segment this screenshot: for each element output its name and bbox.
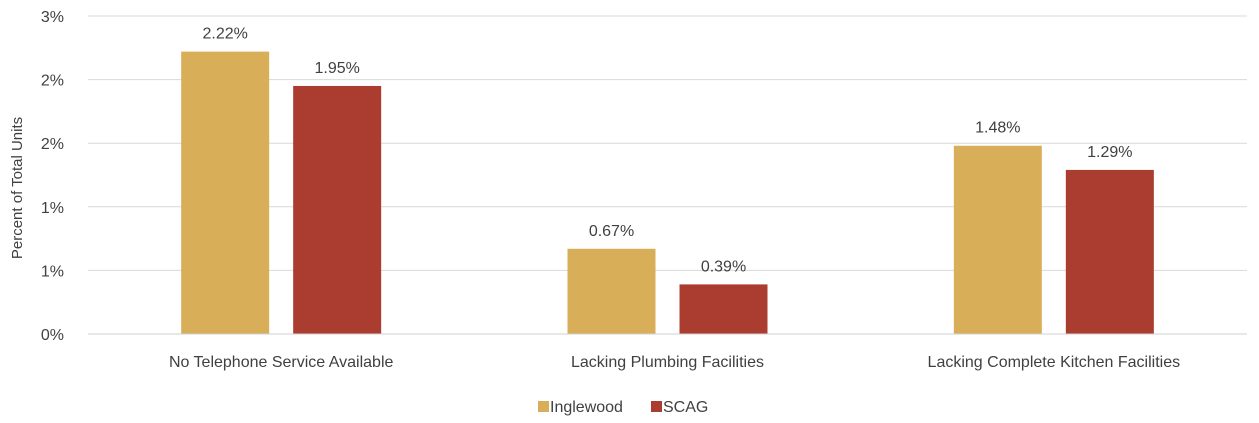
data-label: 1.29%	[1087, 144, 1132, 161]
bar	[567, 248, 656, 334]
y-tick-label: 2%	[41, 73, 64, 90]
data-label: 1.48%	[975, 120, 1020, 137]
legend-label: SCAG	[663, 399, 708, 416]
data-label: 0.39%	[701, 258, 746, 275]
gridlines	[88, 15, 1247, 271]
bar-series: 2.22% 1.95% 0.67% 0.39% 1.48% 1.29%	[181, 26, 1154, 335]
x-tick-label: No Telephone Service Available	[169, 354, 394, 371]
bar	[953, 145, 1042, 334]
y-tick-label: 1%	[41, 263, 64, 280]
x-tick-label: Lacking Complete Kitchen Facilities	[928, 354, 1181, 371]
y-axis-ticks: 0% 1% 1% 2% 2% 3%	[41, 9, 64, 344]
x-axis-labels: No Telephone Service Available Lacking Pl…	[169, 354, 1180, 371]
legend-label: Inglewood	[550, 399, 623, 416]
y-tick-label: 3%	[41, 9, 64, 26]
y-tick-label: 2%	[41, 136, 64, 153]
data-label: 1.95%	[314, 60, 359, 77]
bar	[1065, 169, 1154, 334]
data-label: 2.22%	[202, 26, 247, 43]
bar	[293, 85, 382, 335]
x-tick-label: Lacking Plumbing Facilities	[571, 354, 764, 371]
legend-swatch	[651, 401, 662, 412]
legend-swatch	[538, 401, 549, 412]
legend: Inglewood SCAG	[538, 399, 708, 416]
bar	[679, 284, 768, 334]
data-label: 0.67%	[589, 223, 634, 240]
y-axis-title: Percent of Total Units	[9, 117, 26, 259]
y-tick-label: 1%	[41, 200, 64, 217]
y-tick-label: 0%	[41, 327, 64, 344]
bar	[181, 51, 270, 335]
